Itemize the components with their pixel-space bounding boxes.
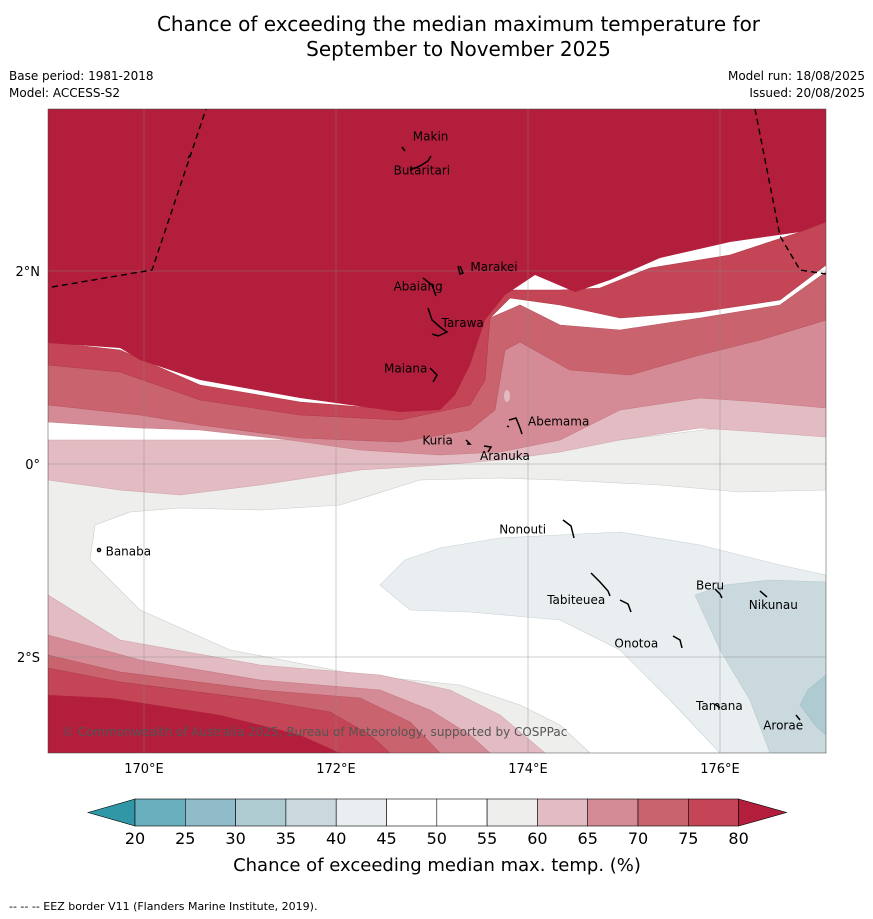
title-line-2: September to November 2025 — [306, 37, 611, 61]
place-label-butaritari: Butaritari — [394, 164, 451, 178]
colorbar-tick-80: 80 — [728, 829, 748, 848]
place-label-tarawa: Tarawa — [441, 316, 484, 330]
place-label-tamana: Tamana — [695, 699, 743, 713]
colorbar-segment-50-55 — [436, 798, 488, 827]
colorbar-tick-35: 35 — [276, 829, 296, 848]
place-label-nonouti: Nonouti — [499, 523, 546, 537]
colorbar-tick-60: 60 — [527, 829, 547, 848]
place-label-banaba: Banaba — [106, 545, 152, 559]
contour-40-45 — [379, 531, 826, 753]
eez-footnote: -- -- -- EEZ border V11 (Flanders Marine… — [9, 900, 318, 913]
colorbar-segment-70-75 — [637, 798, 689, 827]
colorbar-tick-30: 30 — [225, 829, 245, 848]
colorbar-tick-25: 25 — [175, 829, 195, 848]
probability-contours: Makin Butaritari Marakei Abaiang Tarawa Maian… — [48, 109, 826, 753]
place-label-beru: Beru — [696, 579, 724, 593]
colorbar-segment-40-45 — [335, 798, 387, 827]
place-labels: Makin Butaritari Marakei Abaiang Tarawa Maian… — [106, 130, 803, 733]
place-label-makin: Makin — [413, 130, 449, 144]
colorbar-tick-40: 40 — [326, 829, 346, 848]
model-name: Model: ACCESS-S2 — [9, 86, 121, 100]
island-outlines — [96, 146, 801, 721]
colorbar-segment-65-70 — [587, 798, 639, 827]
place-label-nikunau: Nikunau — [749, 598, 798, 612]
issued-date: Issued: 20/08/2025 — [749, 86, 865, 100]
colorbar-extend-high — [738, 798, 788, 827]
colorbar-tick-70: 70 — [628, 829, 648, 848]
colorbar-extend-low — [86, 798, 136, 827]
ytick-0: 0° — [25, 458, 40, 473]
contour-35-40 — [694, 579, 826, 753]
xtick-170e: 170°E — [124, 762, 164, 777]
place-label-abemama: Abemama — [528, 414, 589, 428]
ytick-2s: 2°S — [17, 651, 40, 666]
colorbar-tick-45: 45 — [376, 829, 396, 848]
colorbar-segment-45-50 — [386, 798, 438, 827]
xtick-174e: 174°E — [508, 762, 548, 777]
colorbar: 20 25 30 35 40 45 50 55 60 65 70 75 80 — [86, 798, 788, 848]
contour-80-plus — [48, 109, 826, 753]
colorbar-segment-35-40 — [285, 798, 337, 827]
colorbar-segment-60-65 — [537, 798, 589, 827]
colorbar-tick-20: 20 — [125, 829, 145, 848]
colorbar-segment-20-25 — [134, 798, 186, 827]
xtick-172e: 172°E — [316, 762, 356, 777]
meta-left: Base period: 1981-2018 Model: ACCESS-S2 — [9, 68, 154, 102]
meta-right: Model run: 18/08/2025 Issued: 20/08/2025 — [728, 68, 865, 102]
place-label-onotoa: Onotoa — [614, 636, 658, 650]
place-label-arorae: Arorae — [763, 718, 803, 732]
colorbar-label: Chance of exceeding median max. temp. (%… — [233, 855, 641, 876]
colorbar-tick-75: 75 — [678, 829, 698, 848]
eez-border — [51, 109, 826, 288]
colorbar-segment-30-35 — [235, 798, 287, 827]
colorbar-segment-55-60 — [486, 798, 538, 827]
gridlines — [48, 109, 826, 753]
place-label-marakei: Marakei — [470, 260, 517, 274]
contour-30-35 — [799, 674, 826, 736]
place-label-kuria: Kuria — [422, 434, 453, 448]
colorbar-segment-25-30 — [185, 798, 236, 827]
place-label-abaiang: Abaiang — [394, 279, 443, 293]
colorbar-segment-75-80 — [687, 798, 739, 827]
xtick-176e: 176°E — [700, 762, 740, 777]
axis-labels: 170°E 172°E 174°E 176°E 2°N 0° 2°S — [16, 265, 740, 777]
colorbar-tick-55: 55 — [477, 829, 497, 848]
map-frame — [47, 108, 827, 754]
title-line-1: Chance of exceeding the median maximum t… — [156, 12, 761, 36]
base-period: Base period: 1981-2018 — [9, 69, 154, 83]
model-run: Model run: 18/08/2025 — [727, 69, 865, 83]
place-label-tabiteuea: Tabiteuea — [546, 593, 605, 607]
copyright-text: © Commonwealth of Australia 2025, Bureau… — [62, 725, 567, 739]
place-label-aranuka: Aranuka — [480, 449, 530, 463]
chart-title: Chance of exceeding the median maximum t… — [0, 12, 873, 62]
colorbar-tick-65: 65 — [578, 829, 598, 848]
ytick-2n: 2°N — [16, 265, 41, 280]
place-label-maiana: Maiana — [384, 361, 427, 375]
warm-pocket — [504, 390, 510, 402]
colorbar-tick-50: 50 — [427, 829, 447, 848]
